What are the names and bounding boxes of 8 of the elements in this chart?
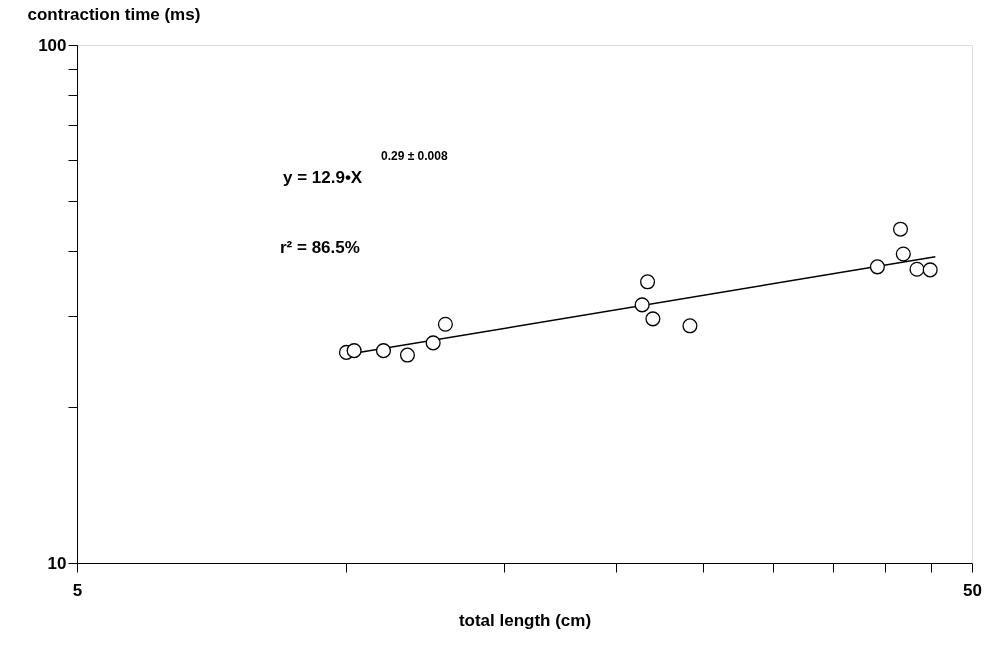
x-tick-label: 5 (72, 580, 83, 600)
y-axis-title: contraction time (ms) (27, 4, 201, 24)
annotation: r² = 86.5% (280, 238, 360, 257)
y-tick-label: 10 (47, 553, 67, 573)
annotation: y = 12.9•X0.29 ± 0.008 (283, 149, 448, 187)
x-tick-label: 50 (963, 580, 982, 600)
x-axis-title: total length (cm) (458, 610, 592, 630)
y-tick-label: 100 (38, 35, 67, 55)
